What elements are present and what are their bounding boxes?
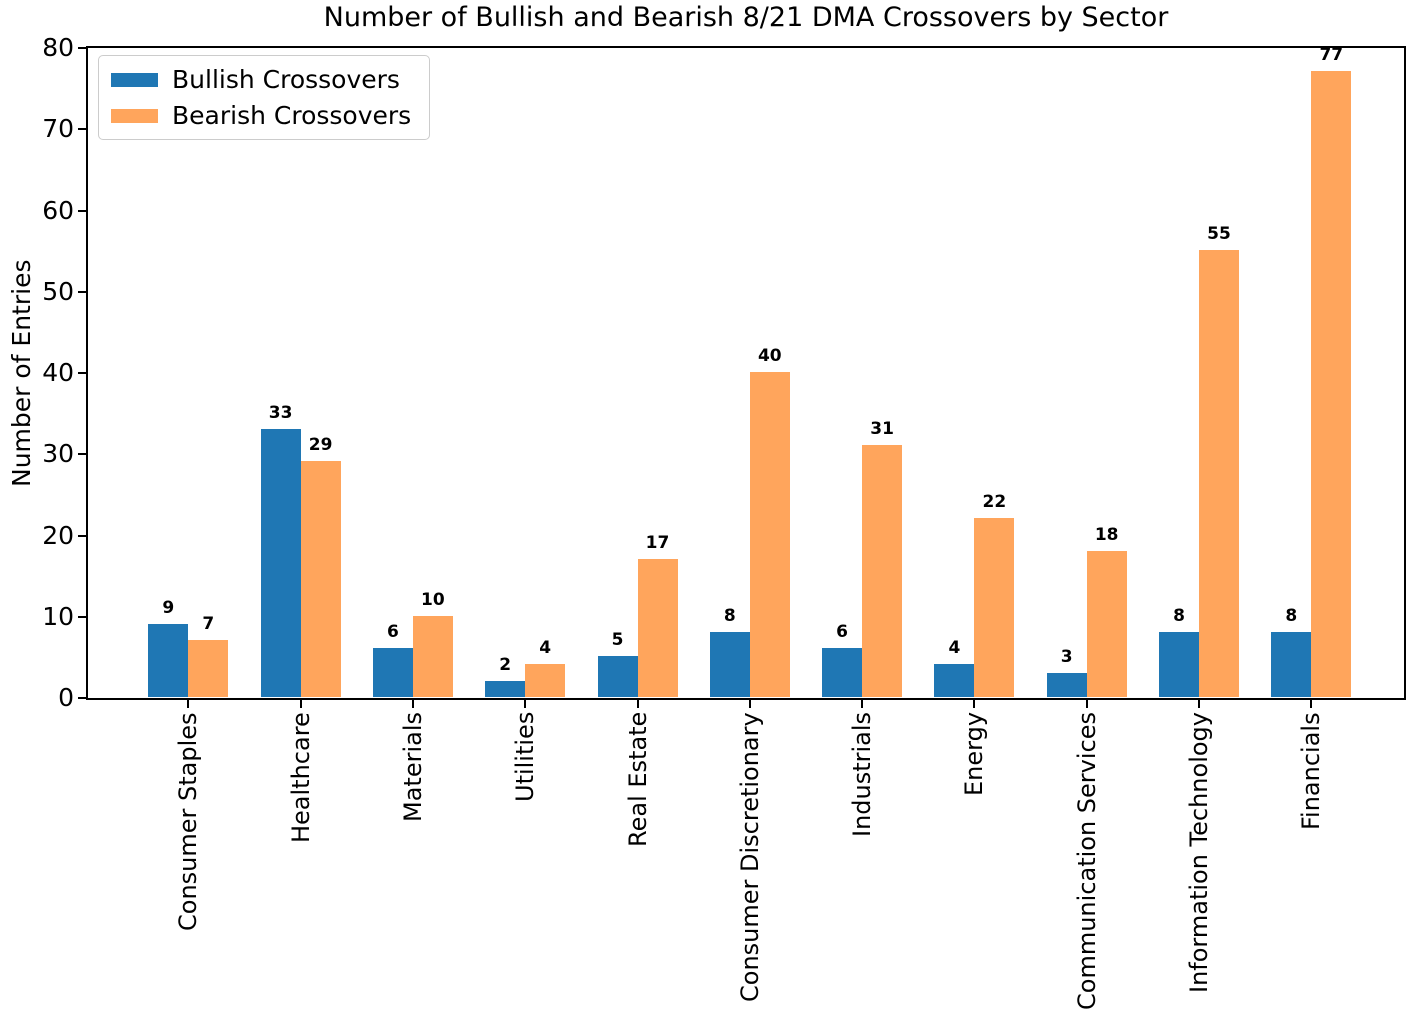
bar-bullish-crossovers-healthcare: [260, 429, 301, 697]
bar-value-label: 18: [1094, 525, 1119, 545]
bar-value-label: 9: [162, 598, 175, 618]
legend-label-bullish: Bullish Crossovers: [172, 65, 400, 94]
bar-value-label: 29: [308, 435, 333, 455]
bar-bearish-crossovers-information-technology: [1199, 250, 1239, 697]
x-tick-mark: [411, 700, 414, 708]
x-tick-label-communication-services: Communication Services: [1072, 712, 1101, 1010]
x-tick-label-consumer-discretionary: Consumer Discretionary: [735, 712, 764, 1002]
bar-bearish-crossovers-industrials: [862, 445, 903, 697]
y-tick-label: 20: [42, 520, 74, 550]
y-tick-mark: [78, 534, 86, 537]
legend-item-bearish: Bearish Crossovers: [111, 101, 411, 130]
bar-bullish-crossovers-real-estate: [597, 656, 638, 697]
bar-value-label: 4: [948, 638, 961, 658]
legend-swatch-bearish: [111, 108, 158, 123]
x-tick-label-healthcare: Healthcare: [286, 712, 315, 843]
bar-value-label: 17: [645, 533, 670, 553]
bar-value-label: 6: [386, 622, 399, 642]
bar-bullish-crossovers-consumer-staples: [148, 624, 189, 697]
legend-swatch-bullish: [111, 72, 158, 87]
bar-value-label: 6: [836, 622, 849, 642]
x-tick-mark: [973, 700, 976, 708]
y-tick-label: 80: [42, 33, 74, 62]
bar-value-label: 10: [421, 590, 445, 610]
bar-value-label: 5: [611, 630, 624, 650]
x-tick-mark: [1198, 700, 1200, 708]
y-tick-mark: [78, 372, 86, 374]
x-tick-label-energy: Energy: [960, 712, 989, 797]
bar-bullish-crossovers-utilities: [485, 681, 526, 697]
bar-value-label: 55: [1207, 224, 1231, 244]
y-tick-label: 60: [42, 195, 74, 225]
bar-bullish-crossovers-financials: [1271, 632, 1312, 697]
y-tick-mark: [78, 209, 86, 212]
legend-item-bullish: Bullish Crossovers: [111, 65, 411, 94]
x-tick-mark: [1310, 700, 1313, 708]
y-tick-mark: [78, 697, 86, 699]
y-tick-label: 50: [42, 276, 74, 306]
y-tick-mark: [78, 453, 86, 456]
bar-bullish-crossovers-materials: [372, 648, 413, 697]
y-tick-label: 10: [42, 601, 74, 631]
bar-bullish-crossovers-communication-services: [1046, 673, 1087, 697]
x-tick-mark: [1085, 700, 1088, 708]
bar-value-label: 2: [499, 655, 512, 675]
x-tick-mark: [187, 700, 190, 708]
bar-value-label: 40: [757, 346, 782, 366]
bar-bearish-crossovers-communication-services: [1086, 551, 1127, 697]
bar-value-label: 3: [1060, 647, 1073, 667]
y-tick-label: 40: [42, 358, 74, 387]
bar-bullish-crossovers-industrials: [822, 648, 863, 697]
bar-value-label: 7: [202, 614, 215, 634]
bar-bearish-crossovers-financials: [1311, 71, 1352, 697]
bar-bearish-crossovers-materials: [412, 616, 453, 697]
x-tick-mark: [748, 700, 751, 708]
bar-value-label: 22: [982, 492, 1007, 512]
legend: Bullish Crossovers Bearish Crossovers: [98, 55, 431, 140]
bar-value-label: 8: [1285, 606, 1298, 626]
y-tick-label: 30: [42, 439, 74, 469]
y-tick-mark: [78, 47, 86, 49]
bar-value-label: 8: [723, 606, 736, 626]
bar-bearish-crossovers-consumer-staples: [188, 640, 229, 697]
x-tick-mark: [299, 700, 302, 708]
x-tick-mark: [524, 700, 527, 708]
bar-value-label: 31: [870, 419, 894, 439]
y-tick-label: 70: [42, 114, 74, 144]
bar-bullish-crossovers-energy: [934, 664, 975, 697]
x-tick-label-industrials: Industrials: [848, 712, 877, 838]
y-tick-label: 0: [58, 683, 74, 712]
bar-bearish-crossovers-utilities: [525, 664, 566, 697]
x-tick-label-information-technology: Information Technology: [1185, 712, 1213, 993]
x-tick-label-materials: Materials: [398, 712, 427, 823]
y-tick-mark: [78, 128, 86, 131]
bar-value-label: 8: [1173, 606, 1185, 626]
bar-bullish-crossovers-information-technology: [1159, 632, 1199, 697]
bar-bullish-crossovers-consumer-discretionary: [709, 632, 750, 697]
bar-bearish-crossovers-real-estate: [637, 559, 678, 697]
x-tick-mark: [636, 700, 639, 708]
x-tick-label-financials: Financials: [1297, 712, 1326, 830]
x-tick-label-real-estate: Real Estate: [623, 712, 652, 848]
bar-bearish-crossovers-energy: [974, 518, 1015, 697]
bar-bearish-crossovers-consumer-discretionary: [749, 372, 790, 697]
bar-value-label: 33: [268, 403, 293, 423]
legend-label-bearish: Bearish Crossovers: [172, 101, 412, 130]
x-tick-label-consumer-staples: Consumer Staples: [174, 712, 203, 931]
y-tick-mark: [78, 290, 86, 293]
x-tick-mark: [861, 700, 864, 708]
bar-value-label: 77: [1319, 45, 1344, 65]
y-tick-mark: [78, 615, 86, 618]
x-tick-label-utilities: Utilities: [511, 712, 540, 803]
bar-value-label: 4: [539, 638, 552, 658]
chart-title: Number of Bullish and Bearish 8/21 DMA C…: [323, 2, 1169, 33]
bar-bearish-crossovers-healthcare: [300, 461, 341, 697]
